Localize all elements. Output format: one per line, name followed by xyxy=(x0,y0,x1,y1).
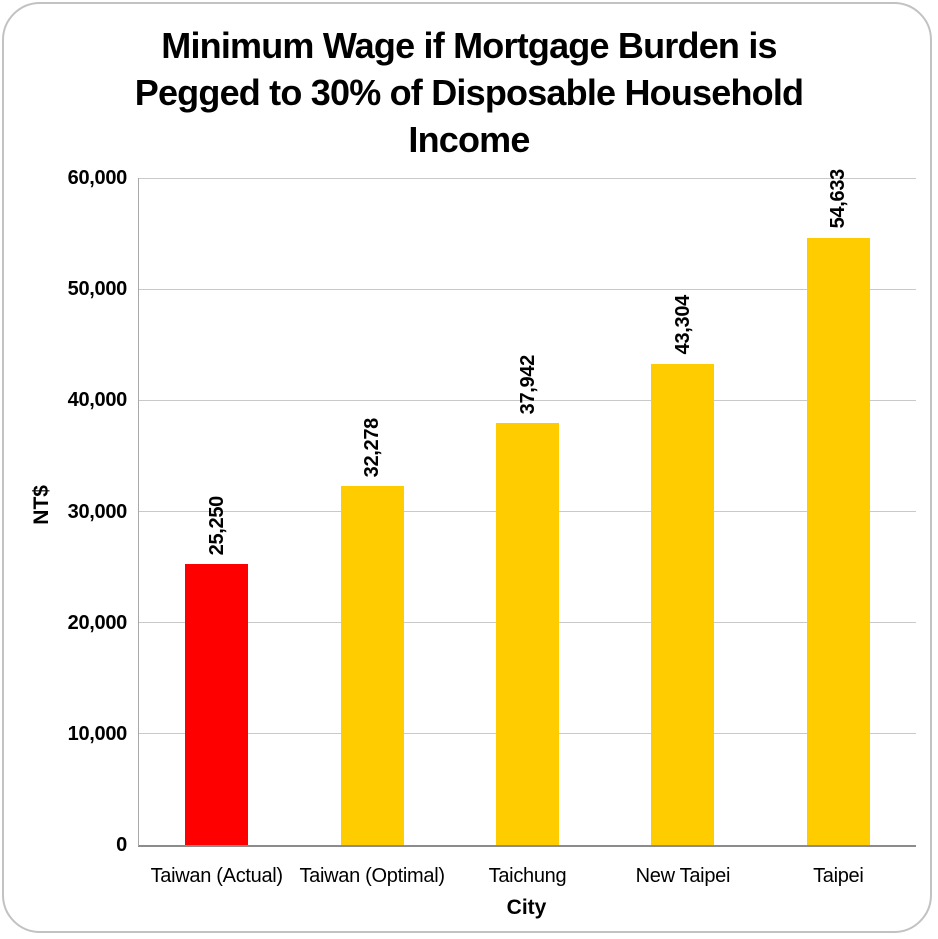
x-axis-title: City xyxy=(506,896,547,919)
x-tick-label: Taipei xyxy=(813,865,864,887)
bar xyxy=(651,363,715,845)
bar-value-label: 32,278 xyxy=(361,417,384,478)
y-tick-label: 60,000 xyxy=(67,167,128,189)
y-tick-label: 50,000 xyxy=(67,278,128,301)
gridline xyxy=(139,288,916,290)
bar xyxy=(185,564,249,845)
bar-value-label: 25,250 xyxy=(205,495,228,556)
bar-value-label: 43,304 xyxy=(671,295,694,355)
x-tick-label: New Taipei xyxy=(635,865,731,887)
bar xyxy=(496,423,559,845)
chart-title: Minimum Wage if Mortgage Burden is Pegge… xyxy=(134,25,804,160)
y-tick-label: 20,000 xyxy=(67,611,128,634)
bar-value-label: 54,633 xyxy=(827,169,850,229)
gridline xyxy=(139,177,916,179)
y-tick-label: 30,000 xyxy=(67,500,128,523)
bar-value-label: 37,942 xyxy=(516,354,539,415)
y-tick-label: 0 xyxy=(116,834,127,856)
x-tick-label: Taichung xyxy=(488,865,567,887)
y-tick-label: 10,000 xyxy=(67,722,128,745)
x-tick-label: Taiwan (Optimal) xyxy=(299,865,445,887)
plot-area: 0 10,000 20,000 30,000 40,000 50,000 60,000 25,… xyxy=(68,167,916,887)
bar xyxy=(340,486,404,845)
x-tick-label: Taiwan (Actual) xyxy=(150,865,284,887)
bar xyxy=(806,237,870,845)
y-tick-label: 40,000 xyxy=(67,389,128,412)
gridline xyxy=(139,399,916,401)
